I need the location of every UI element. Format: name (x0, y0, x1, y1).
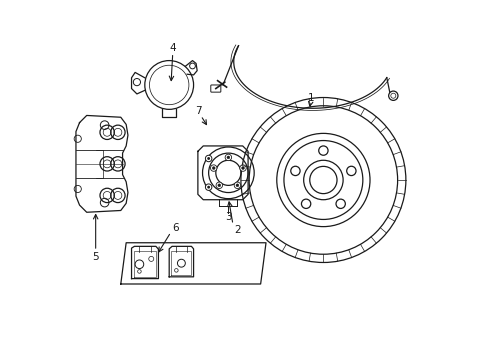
Text: 5: 5 (92, 252, 99, 262)
Circle shape (226, 156, 229, 159)
Circle shape (224, 154, 231, 161)
Circle shape (239, 165, 246, 171)
Circle shape (207, 157, 210, 160)
Text: 7: 7 (195, 106, 202, 116)
Circle shape (205, 155, 211, 162)
Text: 2: 2 (234, 225, 240, 235)
Circle shape (218, 184, 220, 187)
Circle shape (241, 167, 244, 170)
Circle shape (216, 182, 222, 189)
Circle shape (212, 167, 215, 170)
Text: 6: 6 (172, 224, 179, 233)
Text: 4: 4 (169, 44, 176, 53)
Circle shape (234, 182, 240, 189)
Circle shape (205, 184, 211, 190)
Circle shape (207, 186, 210, 189)
Text: 1: 1 (307, 93, 313, 103)
Text: 3: 3 (224, 212, 231, 222)
Circle shape (236, 184, 238, 187)
Circle shape (210, 165, 217, 171)
